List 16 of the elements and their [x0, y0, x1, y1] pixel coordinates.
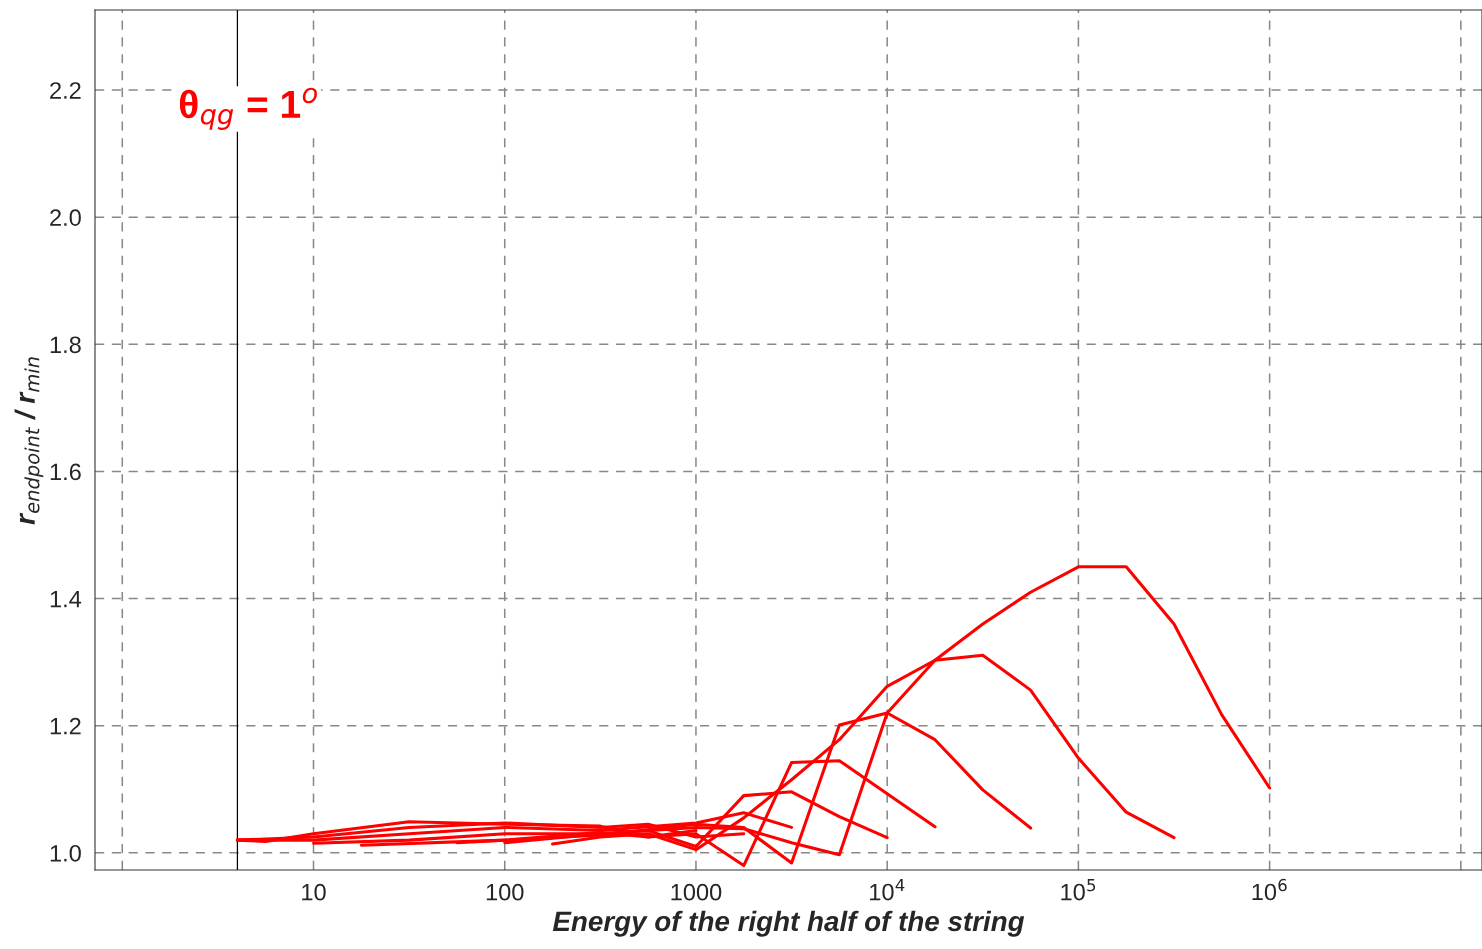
x-tick-label: 10$^{4}$ — [870, 879, 905, 901]
x-axis-title: Energy of the right half of the string — [552, 910, 1025, 937]
x-tick-label: 100 — [486, 883, 524, 901]
annotation: θ$_{qg}$ = 1$^{o}$ — [179, 87, 317, 130]
y-tick-label: 1.8 — [50, 336, 81, 354]
x-tick-label: 10$^{6}$ — [1252, 878, 1287, 901]
y-tick-label: 1.4 — [50, 590, 82, 608]
y-tick-label: 1.6 — [50, 463, 81, 481]
x-tick-label: 10 — [302, 883, 326, 901]
y-tick-label: 1.0 — [50, 844, 81, 862]
y-tick-label: 2.0 — [50, 209, 81, 226]
y-tick-label: 1.2 — [50, 717, 81, 735]
x-tick-label: 1000 — [671, 883, 722, 901]
y-axis-title: r$_{endpoint}$ / r$_{min}$ — [14, 357, 44, 525]
y-tick-label: 2.2 — [50, 82, 81, 99]
x-tick-label: 10$^{5}$ — [1061, 879, 1096, 901]
